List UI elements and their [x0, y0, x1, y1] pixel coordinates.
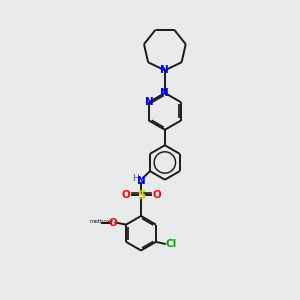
Text: S: S	[137, 189, 145, 202]
Text: N: N	[145, 97, 153, 107]
Text: N: N	[160, 88, 169, 98]
Text: H: H	[132, 174, 139, 183]
Text: N: N	[160, 65, 169, 75]
Text: methoxy: methoxy	[90, 219, 114, 224]
Text: O: O	[152, 190, 161, 200]
Text: O: O	[121, 190, 130, 200]
Text: O: O	[108, 218, 117, 227]
Text: N: N	[136, 176, 146, 186]
Text: Cl: Cl	[165, 239, 176, 249]
